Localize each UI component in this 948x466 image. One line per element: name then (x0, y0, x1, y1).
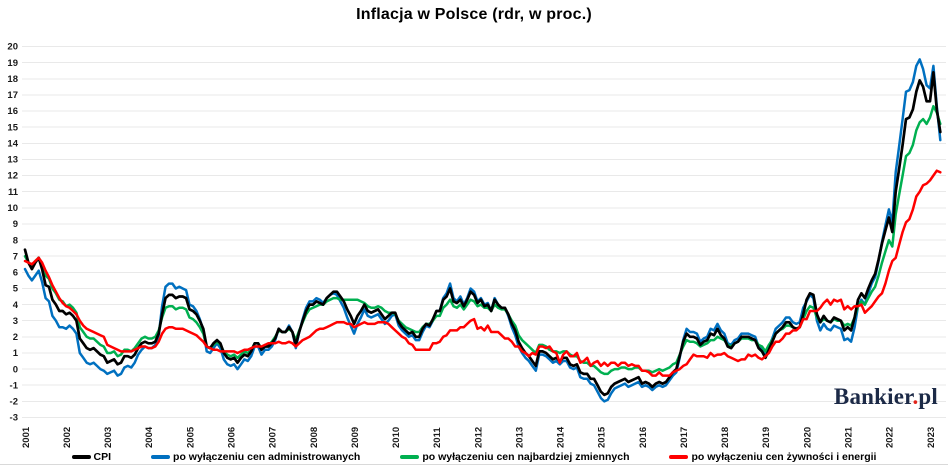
y-tick-label: 5 (13, 284, 19, 295)
series-line-0 (23, 70, 942, 397)
x-tick-label: 2008 (309, 427, 320, 448)
x-tick-label: 2021 (844, 426, 855, 448)
x-tick-label: 2002 (62, 427, 73, 448)
x-tick-label: 2003 (103, 427, 114, 448)
y-tick-label: 4 (13, 300, 19, 311)
legend-label-cpi: CPI (93, 451, 112, 463)
legend-item-cpi: CPI (71, 451, 112, 463)
cpi-line-swatch (71, 455, 91, 459)
series-line-3 (23, 169, 942, 377)
x-tick-label: 2015 (597, 426, 608, 448)
y-tick-label: 2 (13, 332, 18, 343)
legend-label-excl-most-volatile: po wyłączeniu cen najbardziej zmiennych (422, 451, 630, 463)
y-tick-label: -3 (10, 413, 18, 424)
y-tick-label: 12 (7, 171, 18, 182)
x-tick-label: 2004 (144, 426, 155, 448)
x-tick-label: 2007 (268, 427, 279, 448)
legend: CPI po wyłączeniu cen administrowanych p… (0, 451, 948, 463)
y-tick-label: 10 (7, 203, 18, 214)
x-tick-label: 2005 (185, 426, 196, 448)
x-tick-label: 2020 (802, 427, 813, 448)
x-tick-label: 2018 (720, 427, 731, 448)
y-tick-label: 0 (13, 364, 18, 375)
x-tick-label: 2009 (350, 427, 361, 448)
legend-label-excl-food-energy: po wyłączeniu cen żywności i energii (691, 451, 877, 463)
excl-most-volatile-line-swatch (400, 455, 420, 459)
x-tick-label: 2023 (926, 427, 937, 448)
series-line-2 (23, 104, 942, 376)
x-tick-label: 2001 (21, 426, 32, 448)
x-tick-label: 2014 (556, 426, 567, 448)
x-tick-label: 2022 (885, 427, 896, 448)
bankier-logo: Bankier.pl (834, 385, 938, 408)
x-tick-label: 2013 (514, 427, 525, 448)
excl-food-energy-line-swatch (669, 455, 689, 459)
x-tick-label: 2011 (432, 427, 443, 448)
y-tick-label: 9 (13, 219, 18, 230)
legend-item-excl-food-energy: po wyłączeniu cen żywności i energii (669, 451, 876, 463)
chart-title: Inflacja w Polsce (rdr, w proc.) (356, 6, 592, 23)
y-tick-label: 15 (7, 122, 18, 133)
logo-text-main: Bankier (833, 384, 913, 409)
y-tick-label: 13 (7, 155, 18, 166)
y-tick-label: 7 (13, 251, 18, 262)
y-tick-label: 17 (7, 90, 18, 101)
legend-label-excl-administered: po wyłączeniu cen administrowanych (173, 451, 361, 463)
y-tick-label: 19 (7, 58, 18, 69)
y-tick-label: 18 (7, 74, 18, 85)
y-tick-label: 8 (13, 235, 18, 246)
x-tick-label: 2006 (226, 427, 237, 448)
y-tick-label: 11 (8, 187, 19, 198)
y-tick-label: 3 (13, 316, 18, 327)
x-tick-label: 2012 (473, 427, 484, 448)
excl-administered-line-swatch (151, 455, 171, 459)
y-tick-label: 16 (7, 106, 18, 117)
logo-text-suffix: pl (918, 384, 938, 409)
y-tick-label: 14 (7, 138, 18, 149)
x-tick-label: 2016 (638, 427, 649, 448)
y-tick-label: -1 (10, 380, 19, 391)
y-tick-label: -2 (10, 397, 18, 408)
legend-item-excl-most-volatile: po wyłączeniu cen najbardziej zmiennych (400, 451, 629, 463)
logo-dot: . (912, 384, 919, 409)
x-tick-label: 2019 (761, 427, 772, 448)
x-tick-label: 2010 (391, 427, 402, 448)
y-tick-label: 1 (13, 348, 19, 359)
y-tick-label: 20 (7, 42, 18, 53)
legend-item-excl-administered: po wyłączeniu cen administrowanych (151, 451, 360, 463)
y-tick-label: 6 (13, 268, 18, 279)
x-tick-label: 2017 (679, 427, 690, 448)
